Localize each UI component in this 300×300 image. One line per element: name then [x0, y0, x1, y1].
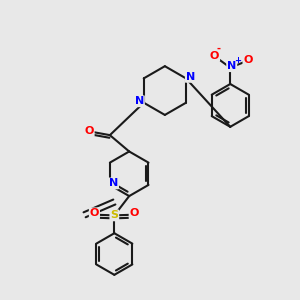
Text: N: N: [186, 72, 195, 82]
Text: O: O: [210, 51, 219, 61]
Text: N: N: [109, 178, 118, 188]
Text: +: +: [234, 56, 241, 65]
Text: O: O: [243, 55, 253, 65]
Text: N: N: [135, 96, 144, 106]
Text: S: S: [110, 210, 118, 220]
Text: N: N: [227, 61, 236, 71]
Text: O: O: [90, 208, 99, 218]
Text: -: -: [217, 44, 221, 54]
Text: O: O: [130, 208, 139, 218]
Text: O: O: [84, 126, 94, 136]
